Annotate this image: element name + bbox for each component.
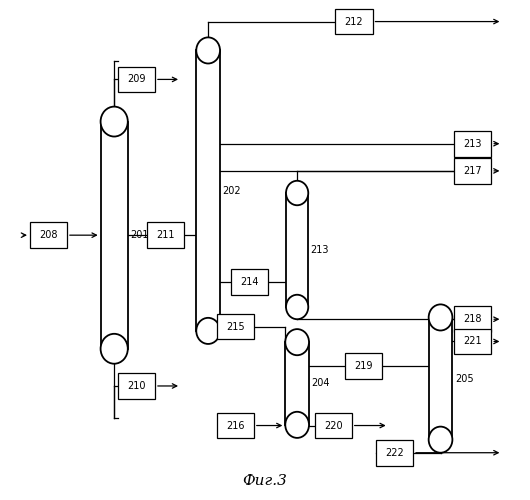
Text: 213: 213 bbox=[311, 245, 329, 255]
Bar bbox=[147, 222, 184, 248]
Bar bbox=[101, 122, 128, 349]
Text: 210: 210 bbox=[127, 381, 146, 391]
Text: 214: 214 bbox=[240, 277, 259, 287]
Bar bbox=[285, 342, 309, 425]
Bar bbox=[429, 318, 453, 440]
Text: 205: 205 bbox=[455, 374, 473, 384]
Bar bbox=[315, 412, 352, 438]
Text: Фиг.3: Фиг.3 bbox=[243, 474, 287, 488]
Ellipse shape bbox=[429, 426, 453, 452]
Text: 218: 218 bbox=[463, 314, 482, 324]
Text: 220: 220 bbox=[324, 420, 342, 430]
Bar bbox=[454, 131, 491, 156]
Bar bbox=[346, 354, 383, 379]
Bar bbox=[217, 314, 254, 340]
Text: 204: 204 bbox=[312, 378, 330, 388]
Bar bbox=[196, 50, 220, 331]
Text: 221: 221 bbox=[463, 336, 482, 346]
Bar bbox=[454, 328, 491, 354]
Text: 201: 201 bbox=[130, 230, 149, 240]
Ellipse shape bbox=[429, 304, 453, 330]
Text: 211: 211 bbox=[156, 230, 174, 240]
Text: 222: 222 bbox=[385, 448, 404, 458]
Bar bbox=[454, 158, 491, 184]
Text: 213: 213 bbox=[463, 138, 482, 148]
Bar bbox=[118, 373, 155, 399]
Text: 202: 202 bbox=[223, 186, 241, 196]
Bar bbox=[376, 440, 413, 466]
Ellipse shape bbox=[286, 181, 308, 206]
Text: 212: 212 bbox=[344, 16, 363, 26]
Ellipse shape bbox=[286, 294, 308, 319]
Bar bbox=[30, 222, 67, 248]
Text: 219: 219 bbox=[355, 361, 373, 371]
Ellipse shape bbox=[285, 329, 309, 355]
Text: 217: 217 bbox=[463, 166, 482, 176]
Text: 216: 216 bbox=[226, 420, 244, 430]
Ellipse shape bbox=[196, 38, 220, 64]
Ellipse shape bbox=[285, 412, 309, 438]
Ellipse shape bbox=[101, 334, 128, 364]
Bar bbox=[118, 66, 155, 92]
Bar bbox=[231, 270, 268, 295]
Ellipse shape bbox=[101, 106, 128, 136]
Bar bbox=[286, 193, 308, 307]
Bar bbox=[335, 8, 373, 34]
Text: 215: 215 bbox=[226, 322, 245, 332]
Text: 209: 209 bbox=[127, 74, 146, 85]
Ellipse shape bbox=[196, 318, 220, 344]
Bar bbox=[454, 306, 491, 332]
Bar bbox=[217, 412, 254, 438]
Text: 208: 208 bbox=[39, 230, 58, 240]
